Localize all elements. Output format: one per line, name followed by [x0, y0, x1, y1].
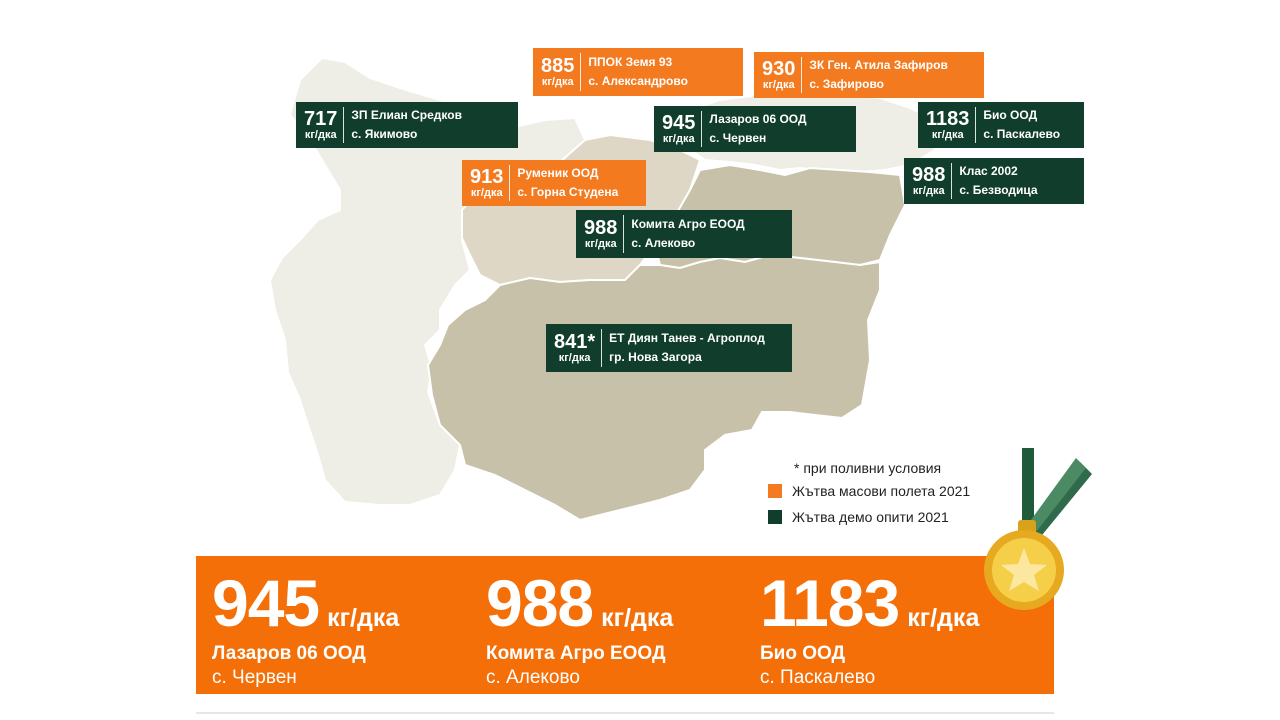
farm-name: Лазаров 06 ООД: [709, 112, 807, 126]
summary-name: Био ООД: [760, 643, 846, 664]
summary-place: с. Алеково: [486, 667, 580, 688]
farm-name: Клас 2002: [959, 164, 1018, 178]
summary-item: 945 кг/дка Лазаров 06 ООД с. Червен: [212, 570, 399, 690]
label-paskalevo: 1183 кг/дка Био ООД с. Паскалево: [918, 102, 1084, 148]
farm-place: с. Червен: [709, 131, 767, 145]
region-south: [426, 253, 881, 522]
farm-name: ЗП Елиан Средков: [351, 108, 462, 122]
farm-name: Комита Агро ЕООД: [631, 217, 745, 231]
label-yakimovo: 717 кг/дка ЗП Елиан Средков с. Якимово: [296, 102, 518, 148]
yield-unit: кг/дка: [931, 128, 964, 141]
farm-place: с. Безводица: [959, 183, 1038, 197]
yield-value: 930: [762, 57, 796, 80]
farm-place: с. Зафирово: [809, 77, 884, 91]
label-alekovo: 988 кг/дка Комита Агро ЕООД с. Алеково: [576, 210, 792, 258]
yield-value: 988: [912, 163, 946, 186]
yield-value: 913: [470, 165, 504, 188]
summary-name: Лазаров 06 ООД: [212, 643, 366, 664]
farm-place: с. Александрово: [588, 74, 688, 88]
summary-value: 988: [486, 566, 594, 640]
legend-label-mass: Жътва масови полета 2021: [792, 483, 971, 499]
yield-value: 1183: [926, 107, 970, 130]
label-gorna-studena: 913 кг/дка Руменик ООД с. Горна Студена: [462, 160, 646, 206]
farm-place: с. Паскалево: [983, 127, 1061, 141]
farm-name: Руменик ООД: [517, 166, 599, 180]
yield-unit: кг/дка: [584, 237, 617, 250]
farm-name: ППОК Земя 93: [588, 55, 673, 69]
farm-place: гр. Нова Загора: [609, 350, 702, 364]
legend-swatch-green: [768, 510, 782, 524]
label-cherven: 945 кг/дка Лазаров 06 ООД с. Червен: [654, 106, 856, 152]
farm-name: ЕТ Диян Танев - Агроплод: [609, 331, 765, 345]
legend-note: * при поливни условия: [794, 460, 942, 476]
label-aleksandrovo: 885 кг/дка ППОК Земя 93 с. Александрово: [533, 48, 743, 96]
legend-swatch-orange: [768, 484, 782, 498]
summary-item: 1183 кг/дка Био ООД с. Паскалево: [760, 570, 979, 690]
farm-place: с. Якимово: [351, 127, 418, 141]
summary-value: 1183: [760, 566, 900, 640]
summary-value: 945: [212, 566, 320, 640]
yield-unit: кг/дка: [558, 351, 591, 364]
label-bezvoditsa: 988 кг/дка Клас 2002 с. Безводица: [904, 158, 1084, 204]
summary-unit: кг/дка: [327, 604, 400, 632]
legend-label-demo: Жътва демо опити 2021: [792, 509, 949, 525]
yield-unit: кг/дка: [541, 75, 574, 88]
yield-value: 945: [662, 111, 696, 134]
yield-unit: кг/дка: [762, 78, 795, 91]
label-nova-zagora: 841* кг/дка ЕТ Диян Танев - Агроплод гр. Н…: [546, 324, 792, 372]
medal-icon: [984, 448, 1092, 610]
summary-place: с. Паскалево: [760, 667, 876, 688]
summary-unit: кг/дка: [601, 604, 674, 632]
bottom-divider: [196, 712, 1054, 714]
top-yields-banner: 945 кг/дка Лазаров 06 ООД с. Червен 988 кг…: [196, 556, 1054, 694]
farm-place: с. Горна Студена: [517, 185, 619, 199]
summary-name: Комита Агро ЕООД: [486, 643, 666, 664]
summary-place: с. Червен: [212, 667, 297, 688]
yield-unit: кг/дка: [470, 186, 503, 199]
yield-value: 885: [541, 54, 575, 77]
legend: * при поливни условия Жътва масови полет…: [768, 458, 970, 530]
yield-unit: кг/дка: [912, 184, 945, 197]
yield-unit: кг/дка: [662, 132, 695, 145]
farm-place: с. Алеково: [631, 236, 696, 250]
summary-unit: кг/дка: [907, 604, 980, 632]
yield-value: 717: [304, 107, 338, 130]
yield-value: 841*: [554, 330, 596, 353]
summary-item: 988 кг/дка Комита Агро ЕООД с. Алеково: [486, 570, 673, 690]
yield-value: 988: [584, 216, 618, 239]
label-zafirovo: 930 кг/дка ЗК Ген. Атила Зафиров с. Зафиро…: [754, 52, 984, 98]
farm-name: Био ООД: [983, 108, 1038, 122]
legend-item-mass: Жътва масови полета 2021: [768, 478, 970, 504]
legend-item-demo: Жътва демо опити 2021: [768, 504, 970, 530]
yield-unit: кг/дка: [304, 128, 337, 141]
farm-name: ЗК Ген. Атила Зафиров: [809, 58, 948, 72]
